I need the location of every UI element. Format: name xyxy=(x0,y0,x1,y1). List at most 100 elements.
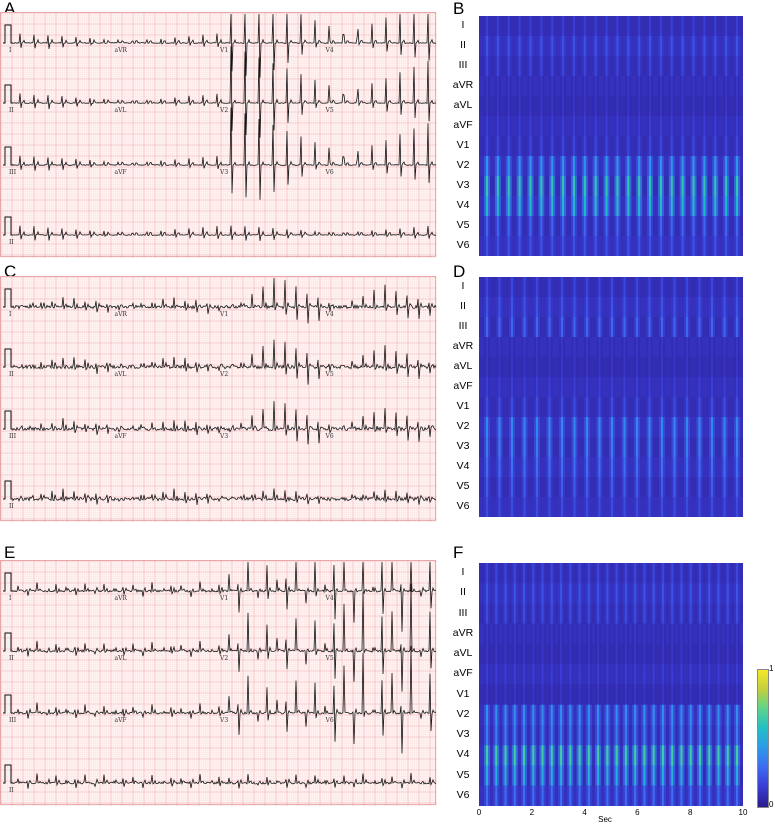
heatmap-cell xyxy=(643,725,646,746)
heatmap-cell xyxy=(689,664,692,685)
ecg-lead-tag: II xyxy=(9,107,14,114)
heatmap-cell xyxy=(540,136,543,157)
heatmap-cell xyxy=(689,785,692,806)
ecg-trace xyxy=(12,13,437,78)
heatmap-cell xyxy=(671,563,674,584)
heatmap-cell xyxy=(652,583,655,604)
heatmap-cell xyxy=(671,765,674,787)
heatmap-cell xyxy=(550,603,553,625)
heatmap-cell xyxy=(703,236,706,256)
heatmap-cell xyxy=(671,603,674,625)
heatmap-cell xyxy=(486,765,488,787)
heatmap-cell xyxy=(708,664,711,685)
heatmap-cell xyxy=(681,156,684,177)
heatmap-cell xyxy=(634,603,637,625)
heatmap-cell xyxy=(634,765,637,787)
heatmap-cell xyxy=(680,603,683,625)
heatmap-cell xyxy=(532,603,535,625)
heatmap-cell xyxy=(680,725,683,746)
heatmap-cell xyxy=(723,317,726,338)
heatmap-cell xyxy=(550,704,553,726)
heatmap-cell xyxy=(536,457,538,478)
heatmap-cell xyxy=(725,76,728,97)
ecg-lead-tag: I xyxy=(9,595,12,602)
heatmap-cell xyxy=(611,457,613,478)
heatmap-cell xyxy=(562,136,565,157)
heatmap-cell xyxy=(561,317,563,338)
heatmap-cell xyxy=(561,357,563,378)
heatmap-row-i xyxy=(479,563,743,584)
heatmap-cell xyxy=(703,96,706,117)
heatmap-cell xyxy=(652,785,655,806)
heatmap-cell xyxy=(634,583,637,604)
heatmap-cell xyxy=(736,704,738,726)
heatmap-row-avl xyxy=(479,644,743,665)
x-tick-label: 6 xyxy=(635,808,640,817)
heatmap-cell xyxy=(523,623,526,645)
heatmap-cell xyxy=(583,116,586,137)
heatmap-cell xyxy=(598,377,601,398)
heatmap-cell xyxy=(578,644,581,665)
ecg-calibration-pulse xyxy=(3,764,13,784)
heatmap-cell xyxy=(583,36,586,57)
heatmap-cell xyxy=(673,357,676,378)
heatmap-cell xyxy=(529,196,532,217)
heatmap-cell xyxy=(550,664,553,685)
heatmap-cell xyxy=(573,297,576,318)
heatmap-cell xyxy=(711,497,713,517)
ecg-lead-tag: V4 xyxy=(325,595,334,602)
heatmap-cell xyxy=(648,397,651,418)
heatmap-cell xyxy=(562,16,565,37)
lead-label: V4 xyxy=(456,199,470,211)
lead-label: II xyxy=(460,586,466,599)
ecg-lead-tag: aVF xyxy=(115,169,127,176)
heatmap-cell xyxy=(681,236,684,256)
heatmap-cell xyxy=(569,785,572,806)
heatmap-cell xyxy=(673,437,676,458)
heatmap-cell xyxy=(540,36,543,57)
lead-label: aVL xyxy=(453,99,473,111)
heatmap-cell xyxy=(711,437,713,458)
heatmap-cell xyxy=(638,236,641,256)
heatmap-cell xyxy=(659,216,662,237)
heatmap-cell xyxy=(671,664,674,685)
heatmap-cell xyxy=(686,457,688,478)
heatmap-cell xyxy=(586,477,588,498)
heatmap-cell xyxy=(562,236,565,256)
ecg-calibration-pulse xyxy=(3,572,13,592)
heatmap-cell xyxy=(661,477,663,498)
heatmap-cell xyxy=(486,397,488,418)
heatmap-cell xyxy=(523,664,526,685)
heatmap-cell xyxy=(616,36,619,57)
heatmap-cell xyxy=(652,563,655,584)
heatmap-cell xyxy=(486,583,488,604)
heatmap-cell xyxy=(496,96,499,117)
ecg-lead-tag: aVF xyxy=(115,717,127,724)
heatmap-cell xyxy=(648,357,651,378)
heatmap-cell xyxy=(511,457,513,478)
heatmap-cell xyxy=(670,56,673,77)
heatmap-cell xyxy=(572,156,575,177)
heatmap-cell xyxy=(736,725,738,746)
heatmap-cell xyxy=(623,377,626,398)
heatmap-cell xyxy=(504,644,507,665)
heatmap-cell xyxy=(692,16,695,37)
lead-label: aVF xyxy=(453,667,473,680)
heatmap-cell xyxy=(578,725,581,746)
heatmap-cell xyxy=(587,644,590,665)
heatmap-cell xyxy=(698,477,701,498)
heatmap-cell xyxy=(572,116,575,137)
heatmap-cell xyxy=(698,725,701,746)
heatmap-cell xyxy=(736,623,738,645)
heatmap-cell xyxy=(550,684,553,706)
heatmap-cell xyxy=(561,457,563,478)
heatmap-cell xyxy=(560,704,563,726)
heatmap-cell xyxy=(569,603,572,625)
heatmap-cell xyxy=(605,136,608,157)
heatmap-cell xyxy=(615,603,618,625)
x-tick-label: 8 xyxy=(687,808,693,817)
heatmap-cell xyxy=(726,765,729,787)
heatmap-cell xyxy=(736,96,738,117)
lead-label: III xyxy=(458,320,468,332)
heatmap-cell xyxy=(627,36,630,57)
